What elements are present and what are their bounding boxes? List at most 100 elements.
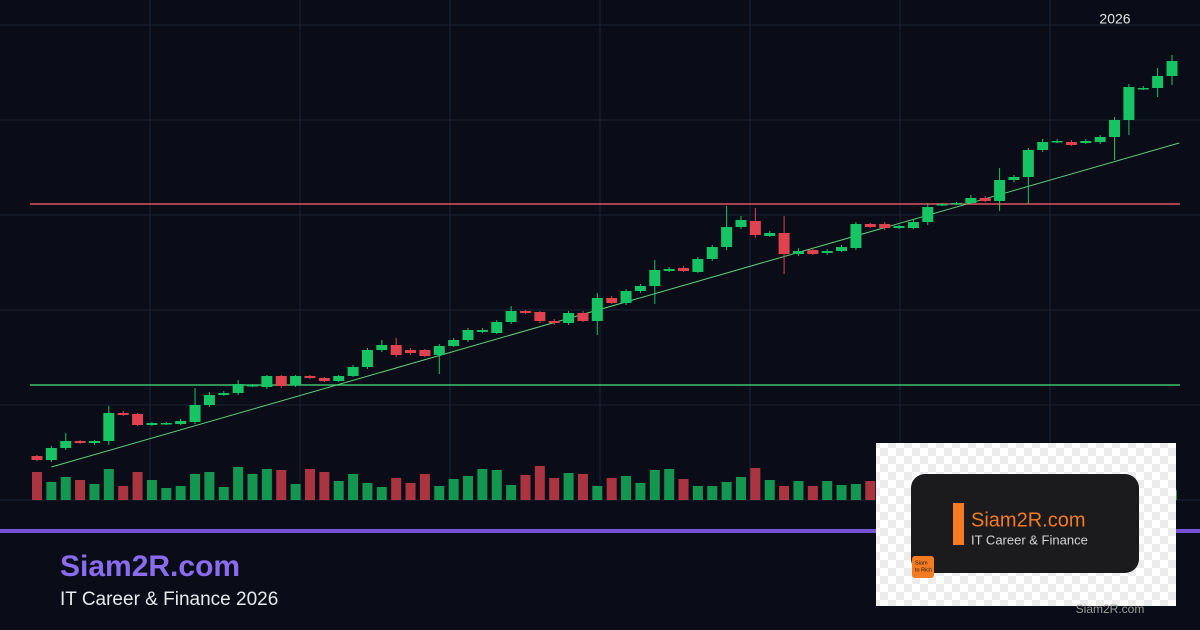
candle-body bbox=[994, 180, 1006, 201]
candle-body bbox=[1137, 88, 1149, 90]
volume-bar bbox=[779, 486, 790, 500]
vertical-grid bbox=[149, 0, 1051, 500]
candle-body bbox=[146, 423, 158, 425]
volume-bar bbox=[836, 485, 847, 500]
volume-bar bbox=[60, 477, 71, 500]
candle-body bbox=[965, 198, 977, 203]
volume-bar bbox=[664, 469, 675, 500]
volume-bar bbox=[850, 484, 861, 500]
candle-body bbox=[1022, 150, 1034, 177]
volume-bar bbox=[477, 469, 488, 500]
volume-bar bbox=[592, 486, 603, 500]
volume-bar bbox=[865, 481, 876, 500]
candle-body bbox=[735, 220, 747, 227]
candle-body bbox=[778, 233, 790, 254]
volume-bar bbox=[793, 481, 804, 500]
volume-bar bbox=[491, 470, 502, 500]
footer-tagline: IT Career & Finance 2026 bbox=[60, 589, 278, 610]
candle-body bbox=[160, 423, 172, 425]
volume-bar bbox=[362, 483, 373, 500]
candle-body bbox=[1109, 120, 1121, 137]
volume-bar bbox=[434, 486, 445, 500]
candle-body bbox=[189, 405, 201, 422]
volume-bar bbox=[721, 482, 732, 500]
volume-bar bbox=[635, 483, 646, 500]
candle-body bbox=[361, 350, 373, 367]
candle-body bbox=[807, 250, 819, 254]
volume-bar bbox=[175, 486, 186, 500]
volume-bar bbox=[190, 474, 201, 500]
candle-body bbox=[678, 268, 690, 271]
candle-body bbox=[519, 311, 531, 313]
divider bbox=[0, 529, 1200, 533]
volume-bar bbox=[621, 476, 632, 500]
volume-bar bbox=[707, 486, 718, 500]
candle-body bbox=[1051, 141, 1063, 143]
volume-bar bbox=[577, 474, 588, 500]
volume-bar bbox=[807, 486, 818, 500]
volume-bar bbox=[233, 467, 244, 500]
candle-body bbox=[821, 251, 833, 253]
logo: Siam2R.com IT Career & Finance Siam to R… bbox=[876, 443, 1176, 616]
candle-body bbox=[1094, 137, 1106, 142]
candle-body bbox=[563, 313, 575, 323]
candle-body bbox=[792, 251, 804, 254]
candle-body bbox=[405, 350, 417, 353]
volume-bar bbox=[261, 469, 272, 500]
candle-body bbox=[261, 376, 273, 387]
candle-body bbox=[606, 298, 618, 303]
volume-bar bbox=[448, 479, 459, 500]
candle-body bbox=[534, 312, 546, 321]
candle-body bbox=[218, 393, 230, 395]
candle-body bbox=[132, 414, 144, 425]
candle-body bbox=[836, 247, 848, 251]
candle-body bbox=[850, 224, 862, 248]
candle-body bbox=[45, 448, 57, 460]
volume-bar bbox=[146, 480, 157, 500]
volume-bar bbox=[218, 487, 229, 500]
candle-body bbox=[620, 291, 632, 303]
candle-body bbox=[1037, 142, 1049, 150]
volume-bar bbox=[764, 480, 775, 500]
candle-body bbox=[433, 346, 445, 355]
volume-bar bbox=[405, 483, 416, 500]
volume-bar bbox=[75, 480, 86, 500]
candle-body bbox=[60, 441, 72, 448]
logo-brand: Siam2R.com bbox=[971, 509, 1085, 531]
logo-badge bbox=[912, 556, 934, 578]
candle-body bbox=[634, 286, 646, 291]
candle-body bbox=[663, 269, 675, 271]
year-label: 2026 bbox=[1099, 11, 1130, 27]
volume-bar bbox=[520, 475, 531, 500]
candle-body bbox=[721, 227, 733, 247]
candle-body bbox=[577, 313, 589, 321]
candle-body bbox=[103, 413, 115, 441]
volume-bar bbox=[549, 478, 560, 500]
candle-body bbox=[31, 456, 43, 460]
volume-bar bbox=[692, 486, 703, 500]
watermark: Siam2R.com bbox=[1076, 602, 1145, 616]
candle-body bbox=[275, 376, 287, 386]
volume-bar bbox=[391, 478, 402, 500]
logo-tagline: IT Career & Finance bbox=[971, 532, 1088, 547]
candle-body bbox=[1123, 87, 1135, 120]
volume-bar bbox=[32, 472, 42, 500]
volume-bar bbox=[649, 470, 660, 500]
volume-bar bbox=[822, 481, 833, 500]
candle-body bbox=[936, 204, 948, 206]
candle-body bbox=[419, 350, 431, 356]
volume-bar bbox=[735, 477, 746, 500]
candle-body bbox=[1065, 142, 1077, 145]
candle-body bbox=[749, 221, 761, 235]
volume-bar bbox=[46, 482, 57, 500]
logo-badge-text: to Rich bbox=[915, 567, 932, 573]
volume-bar bbox=[563, 473, 574, 500]
volume-bar bbox=[247, 474, 258, 500]
volume-bar bbox=[606, 478, 617, 500]
trend-line bbox=[51, 142, 1180, 468]
candle-body bbox=[1152, 76, 1164, 88]
candle-body bbox=[922, 207, 934, 222]
candle-body bbox=[649, 270, 661, 286]
